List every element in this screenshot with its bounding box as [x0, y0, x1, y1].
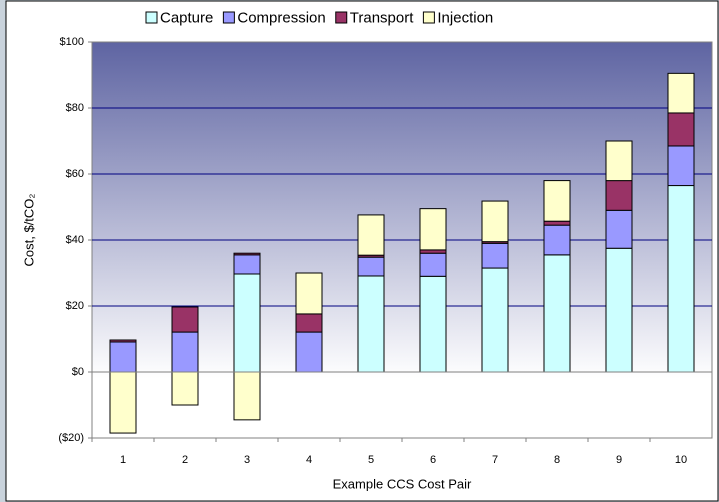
x-tick-label: 5 [368, 454, 374, 466]
bar-segment [234, 255, 260, 274]
bar-segment [234, 372, 260, 420]
bar-segment [234, 274, 260, 372]
legend-swatch [423, 12, 434, 23]
x-tick-label: 4 [306, 454, 312, 466]
bar-segment [544, 181, 570, 222]
y-axis-title: Cost, $/tCO₂ [21, 194, 36, 267]
bar-segment [358, 215, 384, 255]
bar-segment [172, 372, 198, 405]
bar-segment [172, 307, 198, 332]
y-tick-label: $80 [66, 102, 84, 114]
bar-segment [110, 372, 136, 433]
x-tick-label: 6 [430, 454, 436, 466]
y-tick-label: $0 [72, 366, 84, 378]
bar-segment [296, 273, 322, 314]
y-tick-label: $60 [66, 168, 84, 180]
bar-segment [110, 342, 136, 372]
x-tick-label: 8 [554, 454, 560, 466]
bar-segment [606, 210, 632, 248]
bar-segment [296, 314, 322, 332]
bar-segment [544, 255, 570, 372]
bar-segment [544, 225, 570, 255]
bar-segment [358, 257, 384, 276]
bar-segment [358, 276, 384, 372]
bar-segment [606, 181, 632, 211]
bar-segment [420, 209, 446, 250]
bar-segment [420, 276, 446, 372]
bar-segment [482, 268, 508, 372]
x-tick-label: 2 [182, 454, 188, 466]
y-tick-label: ($20) [58, 432, 84, 444]
legend: Capture Compression Transport Injection [146, 9, 493, 26]
y-tick-label: $20 [66, 300, 84, 312]
legend-label: Compression [237, 9, 325, 26]
legend-swatch [223, 12, 234, 23]
bar-segment [668, 186, 694, 372]
page: {"chart_data": {"type": "stacked_bar", "… [0, 0, 719, 502]
bar-segment [606, 141, 632, 181]
legend-swatch [336, 12, 347, 23]
x-tick-label: 9 [616, 454, 622, 466]
bar-segment [172, 332, 198, 372]
bar-segment [110, 340, 136, 342]
bar-segment [234, 253, 260, 255]
bar-segment [668, 113, 694, 146]
x-tick-label: 7 [492, 454, 498, 466]
bar-segment [668, 146, 694, 186]
bar-segment [668, 73, 694, 113]
y-tick-label: $100 [60, 36, 84, 48]
legend-swatch [146, 12, 157, 23]
legend-label: Transport [350, 9, 414, 26]
bar-segment [296, 332, 322, 372]
chart: Cost, $/tCO₂ Example CCS Cost Pair Captu… [0, 0, 719, 502]
x-tick-label: 1 [120, 454, 126, 466]
x-axis-title: Example CCS Cost Pair [333, 476, 472, 491]
legend-label: Capture [160, 9, 213, 26]
bar-segment [544, 221, 570, 225]
bar-segment [420, 253, 446, 276]
bar-segment [482, 201, 508, 242]
bar-segment [606, 248, 632, 372]
x-tick-label: 10 [675, 454, 687, 466]
legend-label: Injection [437, 9, 493, 26]
bar-segment [482, 243, 508, 268]
y-tick-label: $40 [66, 234, 84, 246]
x-tick-label: 3 [244, 454, 250, 466]
